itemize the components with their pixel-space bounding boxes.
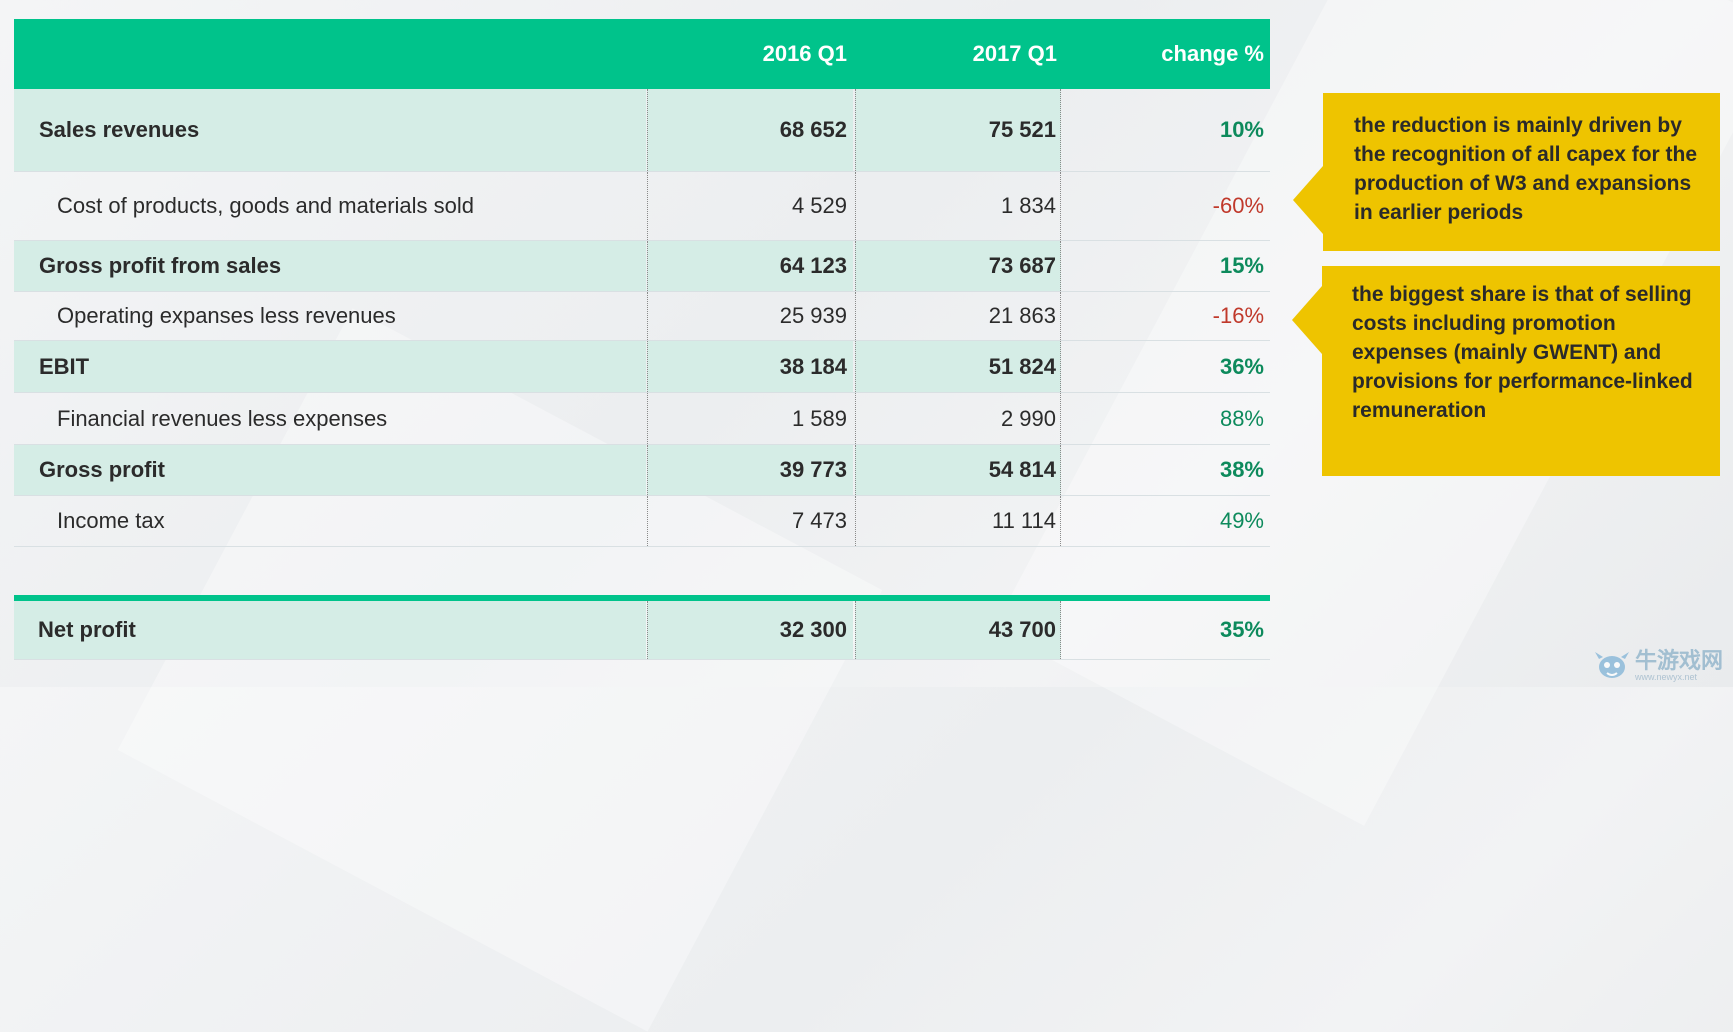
value-2017: 51 824 (855, 341, 1061, 392)
row-label: Income tax (57, 508, 165, 533)
change-value: 49% (1219, 508, 1264, 533)
row-gross-profit: Gross profit 39 773 54 814 38% (14, 445, 1270, 496)
header-2016-q1: 2016 Q1 (762, 41, 847, 66)
value-2017: 73 687 (855, 241, 1061, 291)
row-label: Financial revenues less expenses (57, 405, 388, 431)
watermark-text: 牛游戏网 (1634, 648, 1723, 673)
row-label: Gross profit (14, 445, 646, 495)
value-2017: 2 990 (855, 393, 1061, 444)
row-label: Cost of products, goods and materials so… (57, 193, 475, 218)
change-value: 88% (1219, 405, 1264, 431)
mascot-icon (1594, 652, 1629, 678)
header-change: change % (1161, 41, 1264, 66)
row-label: Sales revenues (14, 89, 646, 171)
row-label: Net profit (14, 601, 646, 659)
value-2016: 1 589 (647, 393, 853, 444)
value-2017: 1 834 (855, 172, 1061, 240)
net-profit-divider (14, 595, 1270, 601)
value-2016: 39 773 (647, 445, 853, 495)
row-ebit: EBIT 38 184 51 824 36% (14, 341, 1270, 393)
change-value: 38% (1219, 457, 1264, 482)
callout-arrow (1292, 286, 1322, 354)
change-value: 10% (1219, 117, 1264, 142)
value-2017: 54 814 (855, 445, 1061, 495)
financial-table: 2016 Q1 2017 Q1 change % Sales revenues … (14, 19, 1270, 547)
value-2016: 25 939 (647, 292, 853, 340)
header-2017-q1: 2017 Q1 (972, 41, 1057, 66)
change-value: -60% (1212, 193, 1264, 218)
callout-text: the biggest share is that of selling cos… (1352, 283, 1693, 422)
row-label: Operating expanses less revenues (57, 303, 396, 328)
row-income-tax: Income tax 7 473 11 114 49% (14, 496, 1270, 547)
table-header: 2016 Q1 2017 Q1 change % (14, 19, 1270, 89)
row-financial-revenues: Financial revenues less expenses 1 589 2… (14, 393, 1270, 445)
value-2016: 38 184 (647, 341, 853, 392)
value-2017: 75 521 (855, 89, 1061, 171)
row-cost-of-products: Cost of products, goods and materials so… (14, 172, 1270, 241)
value-2016: 68 652 (647, 89, 853, 171)
value-2016: 64 123 (647, 241, 853, 291)
value-2017: 11 114 (855, 496, 1061, 546)
value-2017: 43 700 (855, 601, 1061, 659)
net-profit-table: Net profit 32 300 43 700 35% (14, 601, 1270, 660)
callout-text: the reduction is mainly driven by the re… (1354, 114, 1698, 224)
change-value: 36% (1219, 353, 1264, 379)
row-sales-revenues: Sales revenues 68 652 75 521 10% (14, 89, 1270, 172)
row-operating-expanses: Operating expanses less revenues 25 939 … (14, 292, 1270, 341)
value-2016: 7 473 (647, 496, 853, 546)
watermark: 牛游戏网 www.newyx.net (1593, 649, 1723, 683)
change-value: 35% (1219, 617, 1264, 642)
callout-operating-expanses: the biggest share is that of selling cos… (1292, 266, 1720, 476)
row-label: Gross profit from sales (14, 241, 646, 291)
value-2016: 4 529 (647, 172, 853, 240)
value-2016: 32 300 (647, 601, 853, 659)
callout-cost-reduction: the reduction is mainly driven by the re… (1293, 93, 1720, 251)
row-label: EBIT (14, 341, 646, 392)
change-value: -16% (1212, 303, 1264, 328)
watermark-url: www.newyx.net (1634, 672, 1698, 682)
row-net-profit: Net profit 32 300 43 700 35% (14, 601, 1270, 660)
callout-arrow (1293, 166, 1323, 234)
value-2017: 21 863 (855, 292, 1061, 340)
row-gross-profit-sales: Gross profit from sales 64 123 73 687 15… (14, 241, 1270, 292)
change-value: 15% (1219, 253, 1264, 278)
